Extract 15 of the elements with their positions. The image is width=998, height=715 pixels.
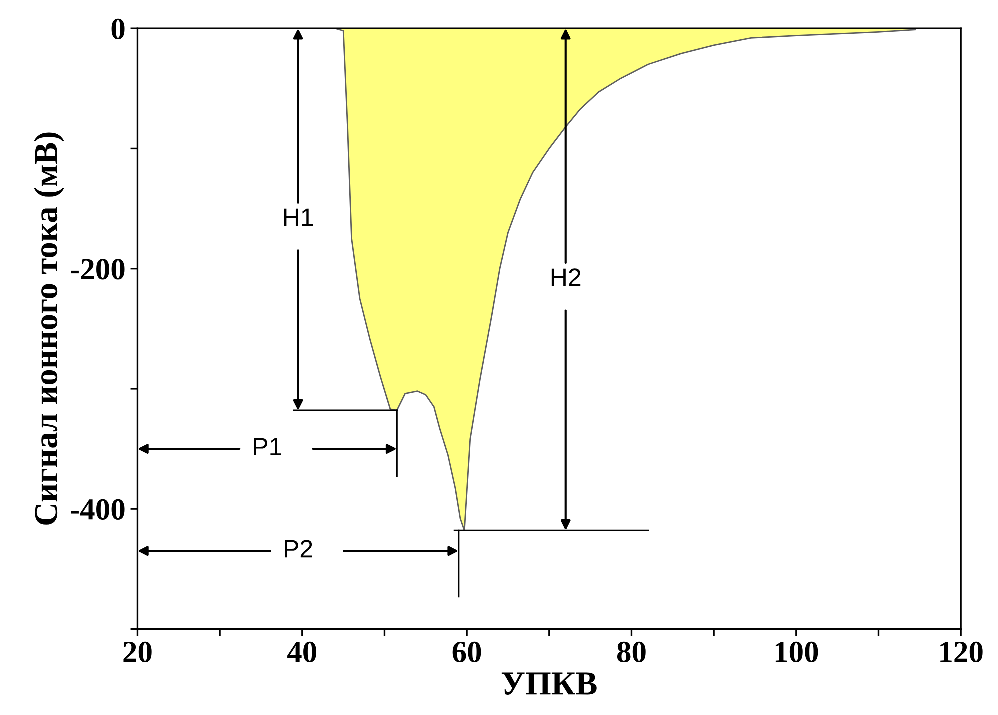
x-tick-label: 80 [617, 642, 646, 663]
y-axis-title: Сигнал ионного тока (мВ) [34, 132, 64, 525]
y-tick-label: 0 [112, 18, 125, 40]
x-tick-label: 100 [776, 642, 818, 663]
x-axis-title: УПКВ [502, 672, 597, 695]
x-tick-label: 120 [940, 642, 983, 663]
x-tick-label: 20 [124, 642, 152, 663]
annotation: P2 [285, 540, 312, 558]
y-tick-label: -400 [71, 499, 125, 520]
x-tick-label: 60 [452, 642, 482, 663]
annotation: P1 [254, 438, 282, 456]
x-tick-label: 40 [288, 642, 317, 663]
annotation: H1 [284, 208, 314, 226]
annotation: H2 [552, 268, 581, 286]
y-tick-label: -200 [71, 259, 125, 280]
